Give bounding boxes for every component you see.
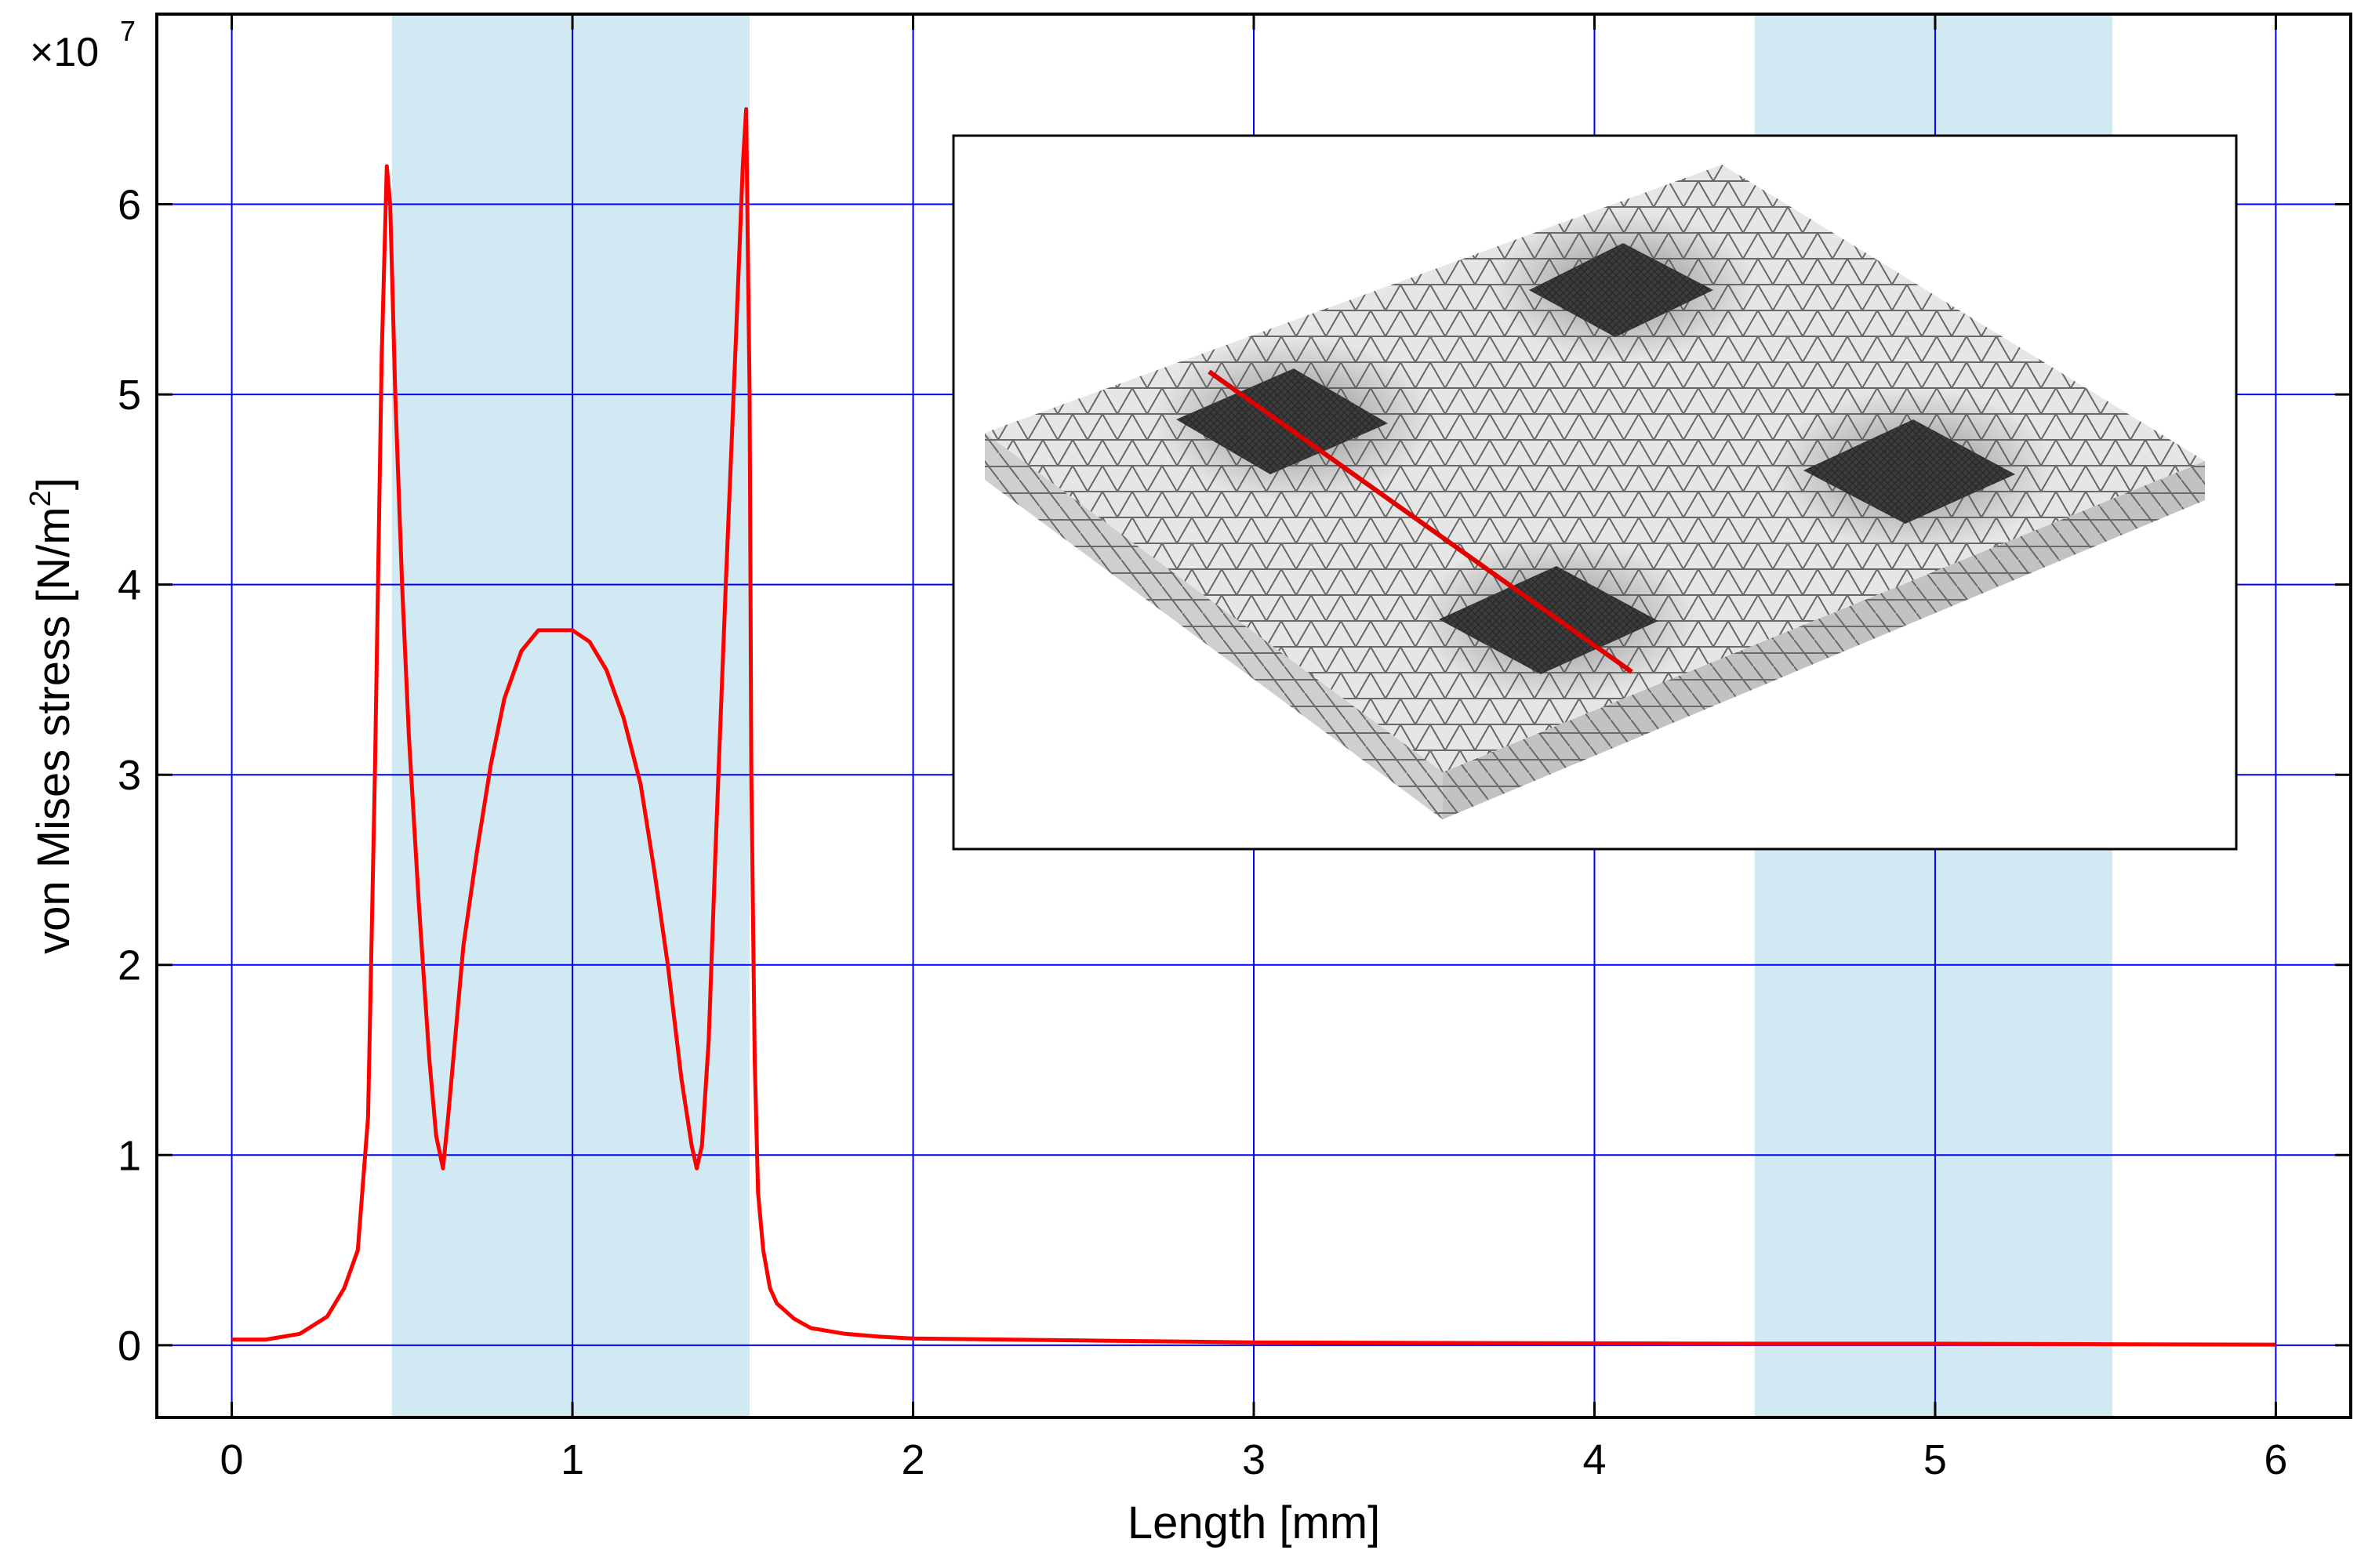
y-multiplier-exponent: 7 [120, 15, 136, 47]
y-tick-label: 5 [118, 372, 141, 419]
x-tick-label: 5 [1923, 1436, 1947, 1483]
x-tick-labels: 0 1 2 3 4 5 6 [220, 1436, 2288, 1483]
x-tick-label: 4 [1582, 1436, 1606, 1483]
inset-section-line [1208, 369, 1633, 674]
y-tick-label: 3 [118, 752, 141, 799]
y-tick-label: 4 [118, 562, 141, 609]
y-tick-label: 6 [118, 182, 141, 229]
data-series [231, 107, 2276, 1347]
series-line-1 [231, 107, 2276, 1347]
y-tick-label: 2 [118, 942, 141, 989]
x-tick-label: 6 [2264, 1436, 2287, 1483]
y-axis-label-main: von Mises stress [N/m [28, 506, 79, 953]
x-tick-label: 3 [1242, 1436, 1266, 1483]
x-tick-label: 1 [561, 1436, 584, 1483]
pad-back [1529, 243, 1713, 337]
axis-ticks [157, 14, 2351, 1417]
pad-right [1803, 419, 2015, 524]
shaded-band-1 [391, 14, 750, 1417]
y-multiplier-prefix: ×10 [30, 30, 99, 75]
svg-text:von Mises stress [N/m2]: von Mises stress [N/m2] [24, 477, 79, 954]
y-axis-label: von Mises stress [N/m2] [24, 477, 79, 954]
x-tick-label: 0 [220, 1436, 244, 1483]
x-tick-label: 2 [902, 1436, 925, 1483]
y-axis-label-superscript: 2 [24, 490, 57, 506]
mesh-inset [952, 134, 2238, 851]
y-tick-label: 0 [118, 1323, 141, 1370]
y-tick-label: 1 [118, 1132, 141, 1179]
x-axis-label: Length [mm] [1128, 1497, 1380, 1548]
y-axis-label-end: ] [28, 477, 79, 490]
y-multiplier: ×10 7 [30, 15, 136, 75]
y-tick-labels: 0 1 2 3 4 5 6 [118, 182, 141, 1370]
pad-front [1439, 566, 1658, 674]
